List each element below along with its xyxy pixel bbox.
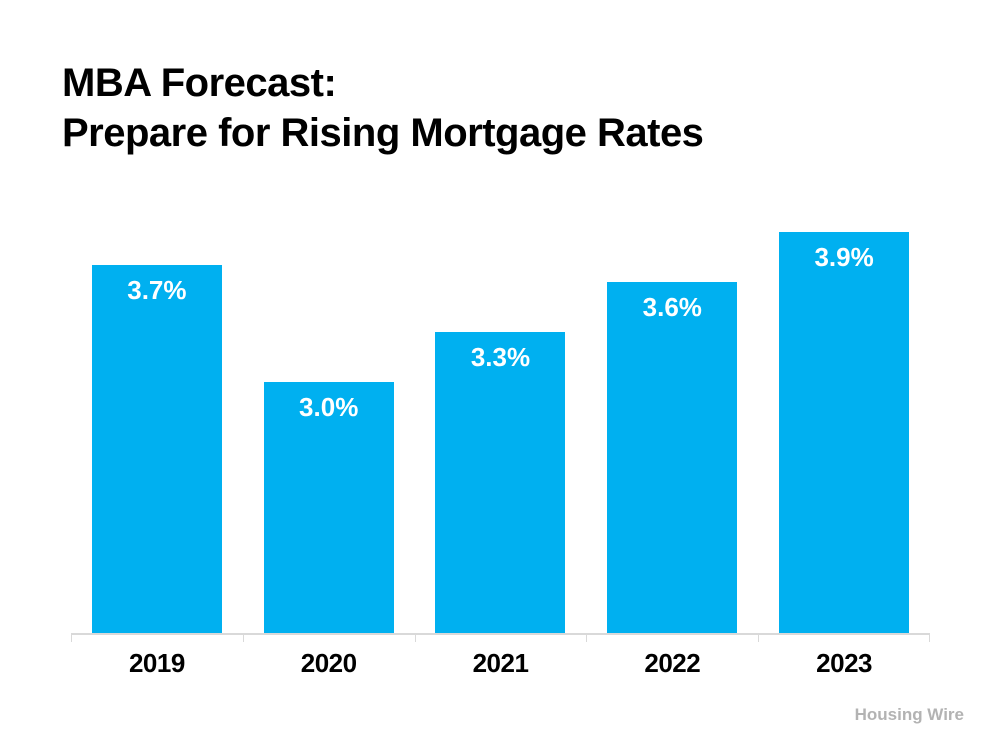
bar-value-label: 3.0% — [299, 392, 359, 422]
x-axis-tick — [71, 633, 72, 642]
x-axis-label-2019: 2019 — [128, 648, 185, 678]
chart-title-line-1: MBA Forecast: — [62, 61, 337, 105]
bar-2019: 3.7% — [91, 265, 222, 634]
chart-title-line-2: Prepare for Rising Mortgage Rates — [62, 111, 704, 155]
bar-value-label: 3.9% — [814, 242, 874, 272]
x-axis-tick — [586, 633, 588, 642]
bar-2021: 3.3% — [435, 332, 566, 634]
x-axis-tick — [242, 633, 244, 642]
category-cell: 3.9% — [758, 197, 930, 634]
x-axis-tick — [414, 633, 416, 642]
x-axis-line — [71, 633, 930, 635]
bar-2023: 3.9% — [779, 232, 910, 634]
x-axis-label-2020: 2020 — [300, 648, 357, 678]
source-credit: Housing Wire — [854, 705, 964, 724]
bar-value-label: 3.7% — [127, 275, 187, 305]
plot-area: 3.7% 3.0% 3.3% 3.6% 3.9% — [71, 197, 930, 634]
bar-value-label: 3.3% — [470, 342, 531, 372]
x-axis-label-2023: 2023 — [816, 648, 872, 678]
bar-2022: 3.6% — [607, 282, 738, 634]
category-cell: 3.6% — [586, 197, 758, 634]
bar-chart: 3.7% 3.0% 3.3% 3.6% 3.9% — [71, 197, 930, 642]
bar-2020: 3.0% — [263, 382, 394, 634]
x-axis-labels: 2019 2020 2021 2022 2023 — [71, 648, 930, 679]
x-axis-label-2022: 2022 — [644, 648, 701, 678]
x-axis-tick — [758, 633, 760, 642]
chart-title: MBA Forecast: Prepare for Rising Mortgag… — [62, 58, 704, 158]
bar-value-label: 3.6% — [642, 292, 702, 322]
category-cell: 3.3% — [415, 197, 587, 634]
x-axis-tick — [929, 633, 930, 642]
category-cell: 3.0% — [243, 197, 415, 634]
x-axis-label-2021: 2021 — [472, 648, 529, 678]
category-cell: 3.7% — [71, 197, 243, 634]
